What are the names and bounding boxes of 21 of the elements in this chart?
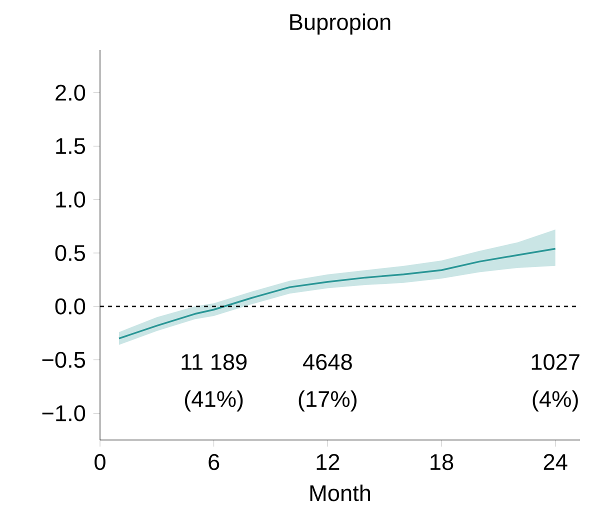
line-series	[118, 248, 556, 340]
x-tick-label: 12	[316, 454, 340, 470]
x-tick-label: 24	[544, 454, 568, 470]
y-tick-label: 1.5	[56, 138, 86, 154]
annotation: (17%)	[298, 390, 356, 412]
y-tick-label: −1.0	[42, 405, 86, 422]
annotation: (4%)	[532, 390, 578, 412]
y-tick-label: 0.5	[55, 244, 86, 262]
x-tick-label: 18	[430, 454, 454, 470]
y-tick-label: 0.0	[55, 298, 86, 314]
annotation: 4648	[302, 354, 352, 370]
annotation: (41%)	[185, 390, 243, 412]
annotation: 1027	[532, 354, 580, 370]
chart-title: Bupropion	[290, 13, 390, 35]
x-tick-label: 0	[94, 454, 106, 470]
y-tick-label: 1.0	[56, 192, 86, 208]
y-tick-label: −0.5	[42, 352, 86, 368]
annotation: 11 189	[182, 354, 247, 370]
x-tick-label: 6	[208, 454, 220, 470]
x-axis-title: Month	[310, 484, 370, 502]
y-tick-label: 2.0	[56, 84, 86, 101]
